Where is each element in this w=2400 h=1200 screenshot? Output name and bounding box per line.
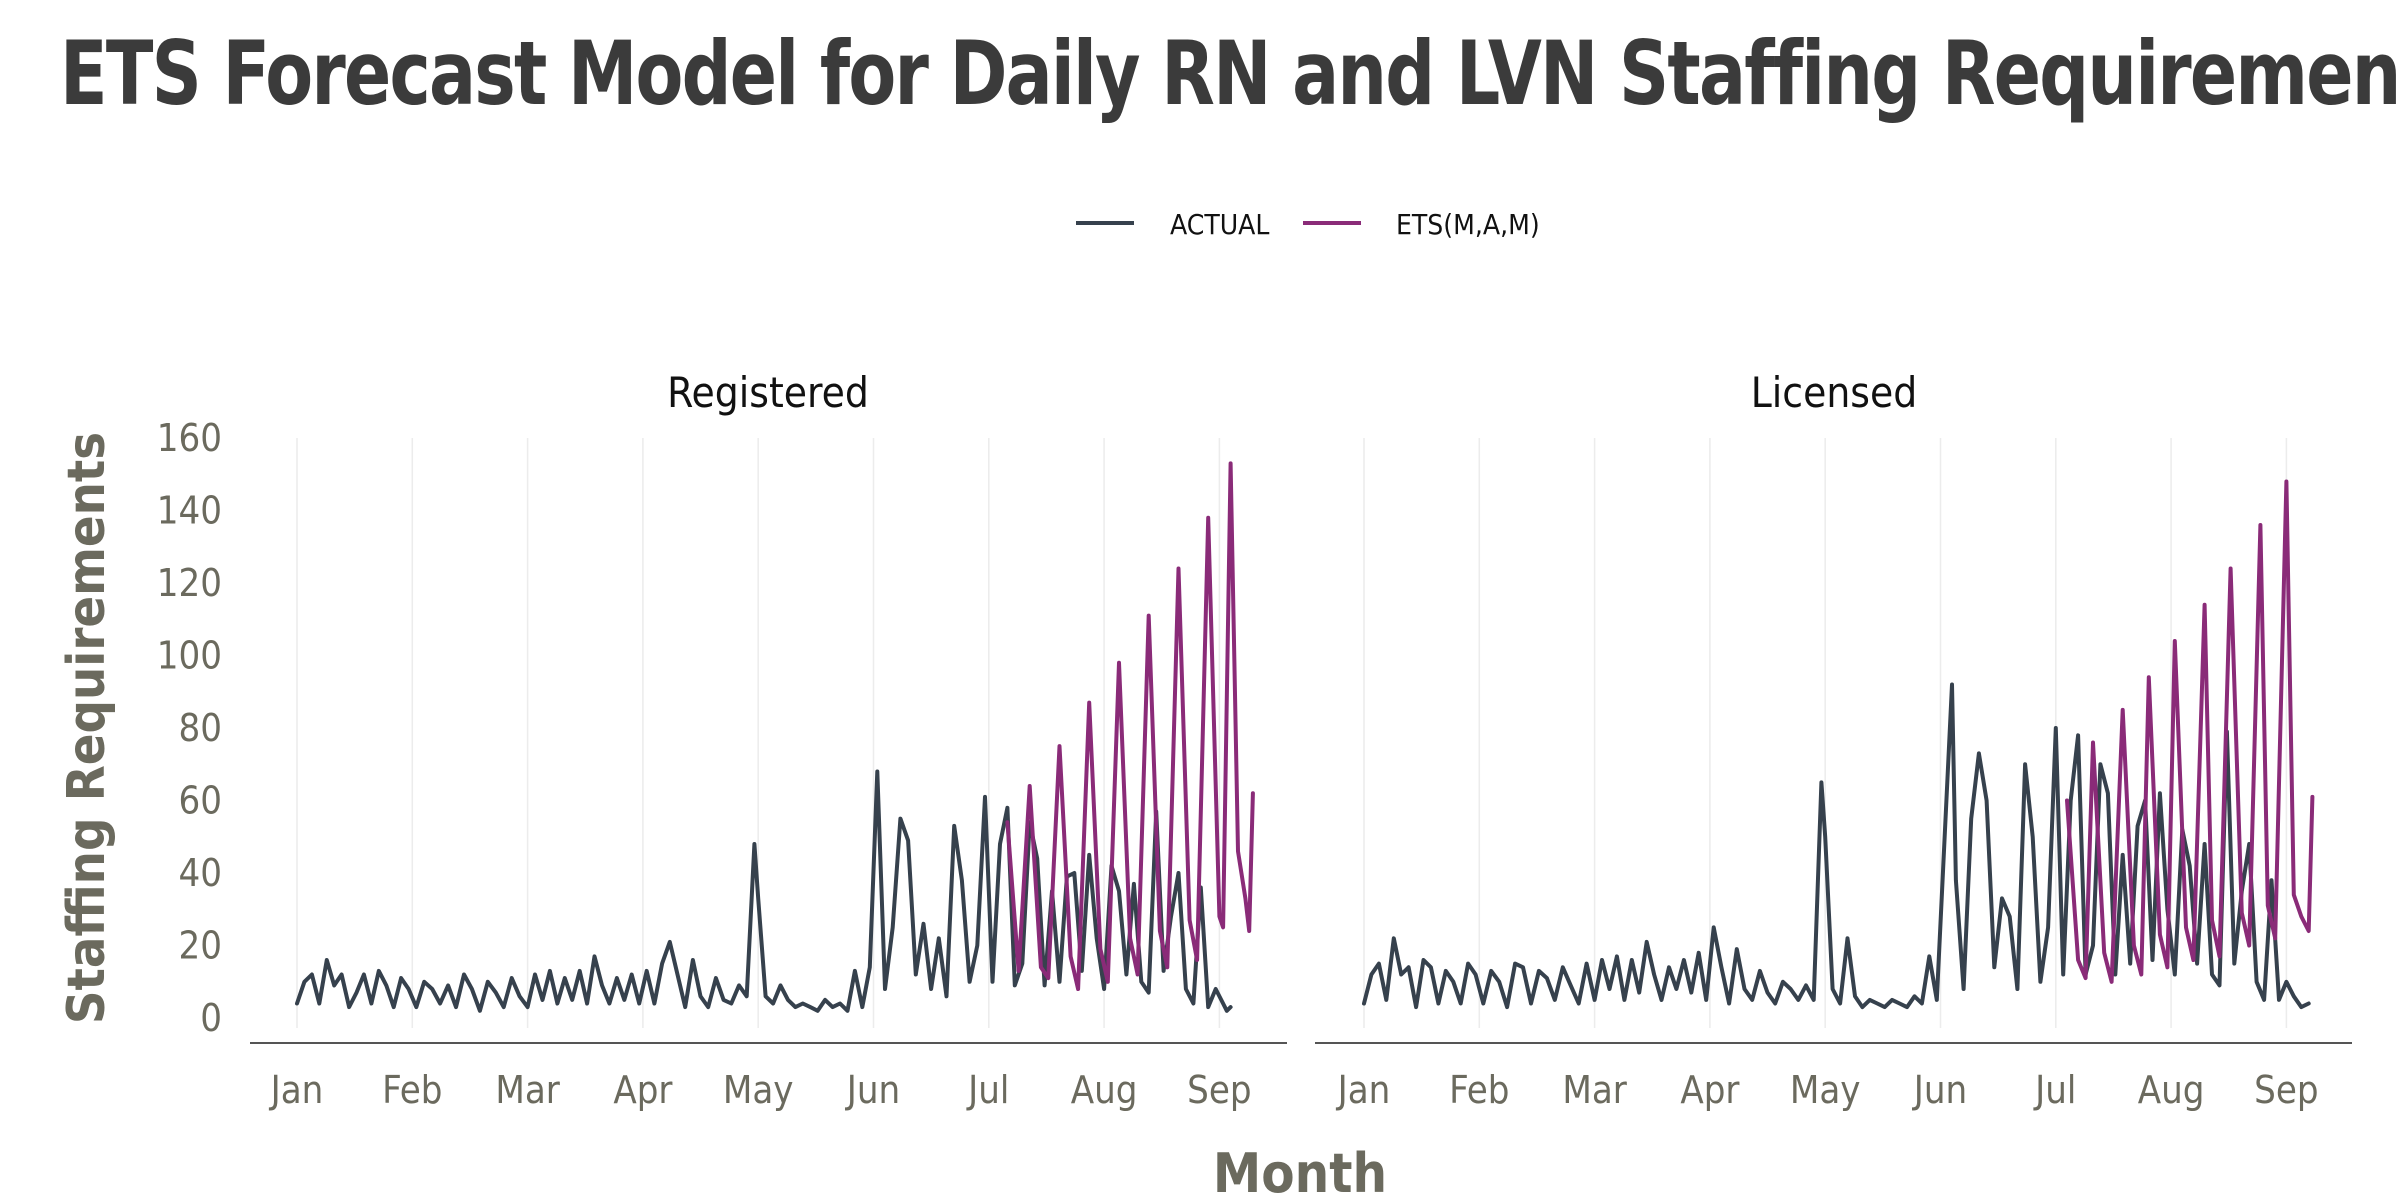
x-tick-label: Aug	[2138, 1068, 2205, 1112]
x-tick-label: Aug	[1071, 1068, 1138, 1112]
series-line-forecast-licensed	[2065, 479, 2315, 984]
x-tick-label: Mar	[1562, 1068, 1627, 1112]
panel-title-licensed: Licensed	[1751, 368, 1917, 417]
legend-label-forecast: ETS(M,A,M)	[1396, 208, 1540, 241]
y-tick-label: 40	[179, 851, 223, 895]
y-tick-label: 0	[200, 996, 222, 1040]
panel-title-registered: Registered	[667, 368, 869, 417]
x-tick-label: Mar	[495, 1068, 560, 1112]
x-tick-label: Sep	[2254, 1068, 2318, 1112]
series-line-actual-licensed	[1362, 682, 2311, 1010]
y-tick-label: 60	[179, 779, 223, 823]
x-tick-label: Jan	[1336, 1068, 1391, 1112]
legend-label-actual: ACTUAL	[1170, 208, 1269, 241]
x-tick-label: Sep	[1187, 1068, 1251, 1112]
x-tick-label: Feb	[382, 1068, 442, 1112]
y-tick-label: 80	[179, 706, 223, 750]
y-tick-label: 140	[157, 489, 222, 533]
x-tick-label: Jul	[2033, 1068, 2076, 1112]
x-tick-label: Jan	[269, 1068, 324, 1112]
y-tick-label: 160	[157, 416, 222, 460]
x-tick-label: Jun	[845, 1068, 900, 1112]
y-axis-label: Staffing Requirements	[57, 432, 117, 1024]
x-tick-label: May	[1790, 1068, 1861, 1112]
x-axis-label: Month	[1213, 1142, 1387, 1200]
chart-title: ETS Forecast Model for Daily RN and LVN …	[60, 22, 2400, 125]
x-tick-label: Jun	[1912, 1068, 1967, 1112]
y-tick-label: 100	[157, 634, 222, 678]
x-tick-label: Feb	[1449, 1068, 1509, 1112]
x-tick-label: Apr	[1680, 1068, 1740, 1112]
y-tick-label: 120	[157, 561, 222, 605]
x-tick-label: May	[723, 1068, 794, 1112]
series-line-actual-registered	[295, 769, 1233, 1013]
series-line-forecast-registered	[1005, 461, 1255, 991]
x-tick-label: Jul	[966, 1068, 1009, 1112]
x-tick-label: Apr	[613, 1068, 673, 1112]
y-tick-label: 20	[179, 924, 223, 968]
